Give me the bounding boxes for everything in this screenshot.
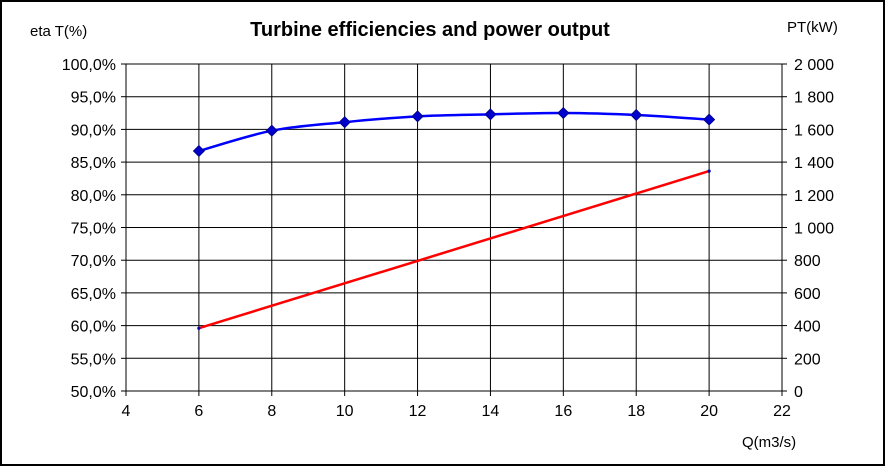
y-right-tick-label: 1 400: [794, 155, 834, 172]
x-axis-label: Q(m3/s): [742, 434, 796, 451]
y-left-axis-label: eta T(%): [30, 23, 87, 40]
y-left-tick-label: 100,0%: [62, 57, 116, 74]
x-tick-label: 22: [773, 403, 791, 420]
data-point-pt: [707, 169, 711, 173]
data-point-eta: [703, 113, 716, 126]
data-point-eta: [338, 116, 351, 129]
series-line-eta: [198, 111, 710, 153]
x-tick-label: 6: [194, 403, 203, 420]
y-left-tick-label: 90,0%: [71, 122, 116, 139]
series-line-pt: [198, 169, 710, 330]
x-tick-label: 16: [554, 403, 572, 420]
y-left-tick-label: 95,0%: [71, 90, 116, 107]
y-left-tick-label: 75,0%: [71, 221, 116, 238]
y-right-tick-label: 200: [794, 351, 821, 368]
y-left-tick-label: 85,0%: [71, 155, 116, 172]
x-tick-label: 14: [482, 403, 500, 420]
data-point-eta: [557, 106, 570, 120]
y-left-tick-label: 80,0%: [71, 188, 116, 205]
y-right-tick-label: 2 000: [794, 57, 834, 74]
series-eta-t: [192, 106, 716, 158]
y-left-tick-label: 55,0%: [71, 351, 116, 368]
y-right-tick-label: 1 200: [794, 188, 834, 205]
y-left-axis-ticks: 50,0% 55,0% 60,0% 65,0% 70,0% 75,0% 80,0% 85,0%…: [62, 57, 126, 401]
y-left-tick-label: 70,0%: [71, 253, 116, 270]
y-left-tick-label: 65,0%: [71, 286, 116, 303]
series-layer: [192, 106, 716, 330]
y-left-tick-label: 60,0%: [71, 319, 116, 336]
chart-title: Turbine efficiencies and power output: [250, 19, 610, 41]
data-point-eta: [411, 110, 424, 123]
y-right-axis-label: PT(kW): [787, 19, 838, 36]
x-tick-label: 8: [267, 403, 276, 420]
data-point-pt: [197, 326, 201, 330]
y-right-tick-label: 1 000: [794, 221, 834, 238]
x-tick-label: 18: [627, 403, 645, 420]
grid: [125, 63, 783, 392]
series-pt: [197, 169, 711, 330]
x-tick-label: 4: [122, 403, 131, 420]
y-right-tick-label: 1 600: [794, 122, 834, 139]
data-point-eta: [192, 144, 205, 158]
data-point-eta: [484, 108, 497, 121]
data-point-eta: [630, 108, 643, 122]
y-right-tick-label: 800: [794, 253, 821, 270]
y-left-tick-label: 50,0%: [71, 384, 116, 401]
x-tick-label: 12: [409, 403, 427, 420]
y-right-tick-label: 400: [794, 319, 821, 336]
y-right-tick-label: 0: [794, 384, 803, 401]
x-axis-ticks: 4 6 8 10 12 14 16 18 20 22: [122, 391, 791, 420]
x-tick-label: 10: [336, 403, 354, 420]
data-point-eta: [265, 124, 278, 137]
y-right-axis-ticks: 0 200 400 600 800 1 000 1 200 1 400 1 600 1 800 2 …: [782, 57, 834, 401]
y-right-tick-label: 600: [794, 286, 821, 303]
x-tick-label: 20: [700, 403, 718, 420]
y-right-tick-label: 1 800: [794, 90, 834, 107]
